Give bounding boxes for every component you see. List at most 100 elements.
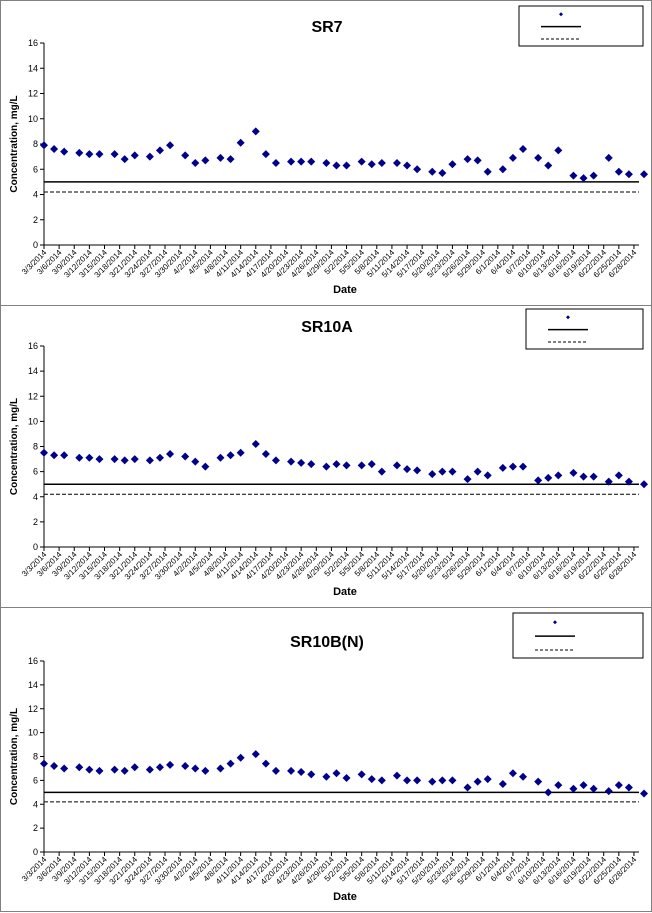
- chart-title: SR7: [311, 19, 342, 36]
- y-tick-label: 6: [33, 775, 38, 785]
- y-tick-label: 12: [28, 704, 38, 714]
- data-point: [85, 765, 94, 774]
- data-point: [297, 768, 306, 777]
- y-axis-label: Concentration, mg/L: [9, 95, 20, 192]
- data-point: [191, 158, 200, 167]
- y-tick-label: 14: [28, 680, 38, 690]
- data-point: [463, 783, 472, 792]
- y-tick-label: 8: [33, 139, 38, 149]
- data-point: [120, 456, 129, 465]
- data-point: [216, 153, 225, 162]
- data-point: [483, 167, 492, 176]
- y-tick-label: 0: [33, 542, 38, 552]
- data-point: [50, 451, 59, 460]
- data-point: [75, 453, 84, 462]
- data-point: [60, 764, 69, 773]
- data-point: [498, 463, 507, 472]
- data-point: [473, 156, 482, 165]
- data-point: [438, 169, 447, 178]
- data-point: [332, 161, 341, 170]
- data-point: [75, 148, 84, 157]
- data-point: [332, 460, 341, 469]
- data-point: [191, 764, 200, 773]
- data-point: [226, 759, 235, 768]
- data-point: [95, 150, 104, 159]
- y-tick-label: 12: [28, 89, 38, 99]
- data-point: [508, 769, 517, 778]
- data-point: [413, 165, 422, 174]
- data-point: [342, 461, 351, 470]
- data-point: [624, 783, 633, 792]
- data-point: [569, 784, 578, 793]
- y-tick-label: 10: [28, 728, 38, 738]
- legend-marker-icon: [559, 12, 563, 17]
- data-point: [534, 476, 543, 485]
- data-point: [569, 171, 578, 180]
- data-point: [60, 147, 69, 156]
- data-point: [110, 455, 119, 464]
- data-point: [261, 150, 270, 159]
- data-point: [624, 477, 633, 486]
- data-point: [95, 455, 104, 464]
- y-tick-label: 2: [33, 823, 38, 833]
- data-point: [508, 153, 517, 162]
- data-point: [166, 760, 175, 769]
- y-axis-label: Concentration, mg/L: [9, 398, 20, 495]
- data-point: [403, 161, 412, 170]
- data-point: [554, 471, 563, 480]
- data-point: [604, 787, 613, 796]
- data-point: [50, 762, 59, 771]
- legend-marker-icon: [566, 315, 570, 320]
- y-tick-label: 8: [33, 752, 38, 762]
- data-point: [181, 762, 190, 771]
- data-point: [145, 765, 154, 774]
- y-tick-label: 16: [28, 341, 38, 351]
- data-point: [145, 152, 154, 161]
- data-point: [534, 777, 543, 786]
- data-point: [155, 453, 164, 462]
- data-point: [413, 776, 422, 785]
- x-axis-label: Date: [333, 586, 357, 598]
- panel-divider: [1, 607, 652, 608]
- data-point: [483, 471, 492, 480]
- data-point: [428, 777, 437, 786]
- data-point: [367, 460, 376, 469]
- data-point: [271, 456, 280, 465]
- data-point: [413, 466, 422, 475]
- data-point: [40, 448, 48, 457]
- data-point: [40, 759, 48, 768]
- y-tick-label: 16: [28, 656, 38, 666]
- data-point: [236, 138, 245, 147]
- y-tick-label: 12: [28, 391, 38, 401]
- data-point: [392, 771, 401, 780]
- data-point: [448, 776, 457, 785]
- data-point: [216, 764, 225, 773]
- data-point: [640, 170, 649, 179]
- chart-panel-sr7: SR7 0 2 4 6 8 10 12 14 16 Concentration, mg/L 3/3/2…: [1, 1, 652, 305]
- data-point: [438, 467, 447, 476]
- data-point: [236, 753, 245, 762]
- data-point: [554, 781, 563, 790]
- data-point: [322, 462, 331, 471]
- data-point: [297, 458, 306, 467]
- chart-title: SR10A: [301, 319, 353, 336]
- data-point: [519, 772, 528, 781]
- data-point: [181, 151, 190, 160]
- data-point: [589, 171, 598, 180]
- data-point: [614, 781, 623, 790]
- data-point: [226, 155, 235, 164]
- data-point: [271, 158, 280, 167]
- data-point: [110, 765, 119, 774]
- data-point: [604, 477, 613, 486]
- data-point: [589, 784, 598, 793]
- data-point: [155, 763, 164, 772]
- data-point: [110, 150, 119, 159]
- data-point: [75, 763, 84, 772]
- data-point: [322, 158, 331, 167]
- data-point: [40, 141, 48, 150]
- data-point: [544, 473, 553, 482]
- y-tick-label: 8: [33, 442, 38, 452]
